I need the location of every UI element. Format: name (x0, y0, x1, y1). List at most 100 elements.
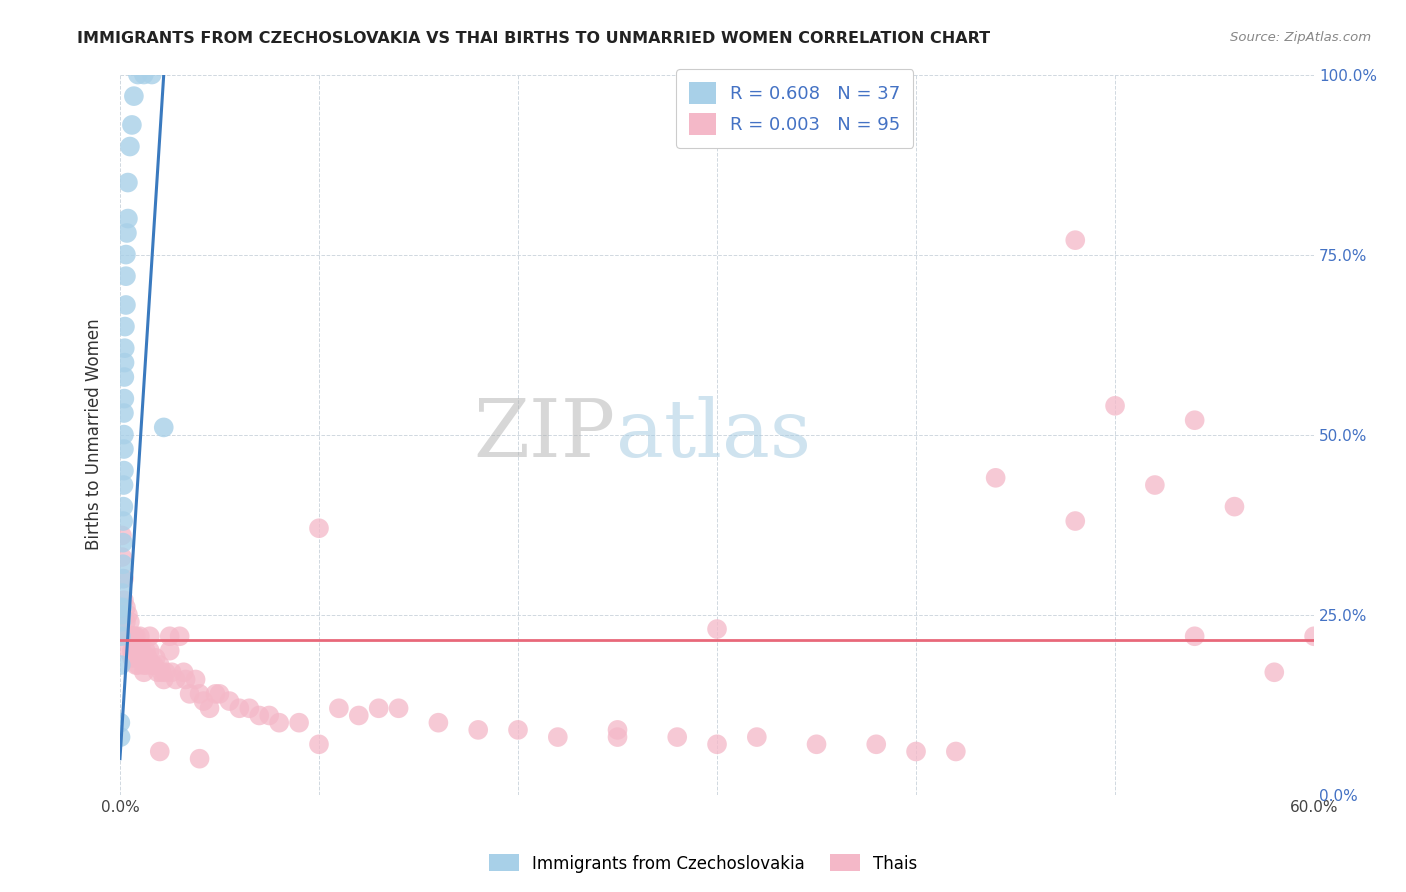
Point (110, 607, 132, 622)
Point (128, 629, 150, 643)
Point (112, 593, 135, 607)
Point (127, 658, 149, 673)
Point (1104, 399, 1126, 413)
Point (110, 615, 132, 629)
Point (139, 643, 162, 657)
Point (121, 629, 143, 643)
Point (111, 600, 134, 615)
Point (112, 370, 135, 384)
Point (135, 643, 157, 657)
Point (122, 89, 145, 103)
Point (117, 629, 139, 643)
Point (328, 701, 350, 715)
Point (945, 744, 967, 758)
Point (387, 701, 409, 715)
Point (121, 651, 143, 665)
Point (118, 615, 141, 629)
Point (467, 723, 489, 737)
Point (1263, 665, 1285, 680)
Point (179, 687, 201, 701)
Point (165, 673, 187, 687)
Point (117, 211, 139, 226)
Point (269, 715, 291, 730)
Point (150, 665, 173, 680)
Point (112, 406, 135, 420)
Point (112, 427, 135, 442)
Point (208, 687, 231, 701)
Point (547, 730, 569, 744)
Point (145, 651, 167, 665)
Point (112, 572, 135, 586)
Point (152, 420, 174, 434)
Point (347, 708, 370, 723)
Point (114, 355, 136, 369)
Point (115, 226, 138, 240)
Point (112, 464, 135, 478)
Point (121, 643, 143, 657)
Point (155, 665, 177, 680)
Point (132, 68, 155, 82)
Point (257, 708, 280, 723)
Point (115, 247, 138, 261)
Point (117, 176, 139, 190)
Point (131, 643, 153, 657)
Point (308, 737, 330, 751)
Point (238, 701, 260, 715)
Point (136, 651, 159, 665)
Point (127, 68, 149, 82)
Point (114, 319, 136, 334)
Point (204, 687, 226, 701)
Point (110, 658, 132, 673)
Point (141, 68, 163, 82)
Point (228, 701, 250, 715)
Point (806, 737, 828, 751)
Point (114, 341, 136, 355)
Point (115, 269, 138, 284)
Point (112, 392, 135, 406)
Point (122, 643, 145, 657)
Point (125, 658, 148, 673)
Point (173, 665, 195, 680)
Point (865, 737, 887, 751)
Point (247, 708, 270, 723)
Point (112, 442, 135, 456)
Point (110, 730, 132, 744)
Point (1184, 629, 1206, 643)
Point (111, 528, 134, 542)
Point (135, 658, 157, 673)
Text: atlas: atlas (616, 396, 811, 474)
Text: IMMIGRANTS FROM CZECHOSLOVAKIA VS THAI BIRTHS TO UNMARRIED WOMEN CORRELATION CHA: IMMIGRANTS FROM CZECHOSLOVAKIA VS THAI B… (77, 31, 990, 46)
Point (132, 665, 155, 680)
Point (188, 752, 211, 766)
Point (905, 744, 928, 758)
Point (1184, 413, 1206, 427)
Text: Source: ZipAtlas.com: Source: ZipAtlas.com (1230, 31, 1371, 45)
Point (141, 658, 163, 673)
Point (706, 622, 728, 636)
Y-axis label: Births to Unmarried Women: Births to Unmarried Women (86, 318, 103, 550)
Point (367, 701, 389, 715)
Point (111, 535, 134, 549)
Point (159, 643, 181, 657)
Point (193, 694, 215, 708)
Point (984, 471, 1007, 485)
Point (111, 558, 134, 572)
Text: ZIP: ZIP (474, 396, 616, 474)
Point (118, 139, 141, 153)
Point (115, 629, 138, 643)
Point (184, 673, 207, 687)
Point (131, 651, 153, 665)
Point (152, 673, 174, 687)
Point (111, 586, 134, 600)
Legend: Immigrants from Czechoslovakia, Thais: Immigrants from Czechoslovakia, Thais (482, 847, 924, 880)
Point (112, 500, 135, 514)
Point (118, 629, 141, 643)
Point (115, 600, 138, 615)
Point (160, 665, 183, 680)
Point (110, 629, 132, 643)
Point (128, 643, 150, 657)
Point (149, 658, 172, 673)
Point (308, 521, 330, 535)
Point (169, 629, 191, 643)
Point (159, 629, 181, 643)
